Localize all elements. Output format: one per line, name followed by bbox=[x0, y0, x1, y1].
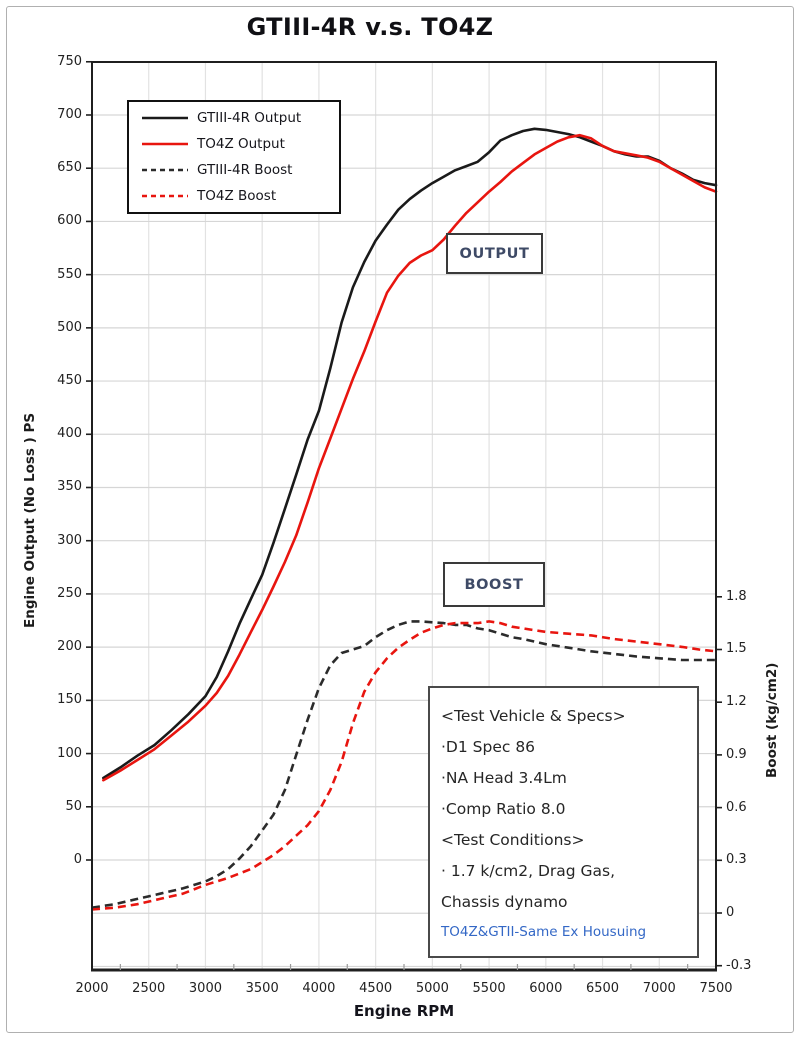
x-tick-label: 2500 bbox=[132, 981, 166, 996]
series-gtiii-4r-output bbox=[102, 127, 718, 780]
dashed-line-swatch-icon bbox=[142, 194, 188, 198]
legend-item: GTIII-4R Boost bbox=[129, 158, 339, 182]
right-tick-label: 1.2 bbox=[726, 694, 747, 710]
right-tick-label: 1.8 bbox=[726, 588, 747, 604]
spec-line: ·NA Head 3.4Lm bbox=[441, 769, 567, 787]
left-tick-label: 350 bbox=[57, 479, 82, 495]
left-tick-label: 300 bbox=[57, 532, 82, 548]
right-tick-label: -0.3 bbox=[726, 957, 752, 973]
left-tick-label: 750 bbox=[57, 53, 82, 69]
legend-item: TO4Z Boost bbox=[129, 184, 339, 208]
left-tick-label: 50 bbox=[65, 798, 82, 814]
x-tick-label: 7000 bbox=[642, 981, 676, 996]
x-tick-label: 6000 bbox=[529, 981, 563, 996]
left-tick-label: 0 bbox=[73, 852, 82, 867]
chart-title: GTIII-4R v.s. TO4Z bbox=[246, 13, 494, 41]
series-to4z-output bbox=[102, 133, 718, 782]
boost-annotation-box: BOOST bbox=[443, 562, 545, 607]
x-tick-label: 3000 bbox=[188, 981, 222, 996]
legend-label: TO4Z Output bbox=[197, 136, 285, 152]
legend-item: GTIII-4R Output bbox=[129, 106, 339, 130]
left-tick-label: 400 bbox=[57, 426, 82, 442]
left-tick-label: 500 bbox=[57, 319, 82, 335]
left-tick-label: 650 bbox=[57, 160, 82, 176]
series-to4z-boost bbox=[91, 620, 717, 911]
spec-line: ·Comp Ratio 8.0 bbox=[441, 800, 566, 818]
legend-label: TO4Z Boost bbox=[197, 188, 277, 204]
x-tick-label: 2000 bbox=[75, 981, 109, 996]
series-gtiii-4r-boost bbox=[91, 620, 716, 909]
legend-label: GTIII-4R Output bbox=[197, 110, 302, 126]
left-tick-label: 250 bbox=[57, 585, 82, 601]
right-tick-label: 0 bbox=[726, 905, 735, 920]
x-tick-label: 4500 bbox=[359, 981, 393, 996]
left-tick-label: 550 bbox=[57, 266, 82, 282]
x-axis-title: Engine RPM bbox=[353, 1002, 455, 1020]
x-tick-label: 5500 bbox=[472, 981, 506, 996]
solid-line-swatch-icon bbox=[142, 142, 188, 146]
left-tick-label: 600 bbox=[57, 213, 82, 229]
left-tick-label: 100 bbox=[57, 745, 82, 761]
left-tick-label: 450 bbox=[57, 373, 82, 389]
x-tick-label: 7500 bbox=[699, 981, 733, 996]
left-axis-title: Engine Output (No Loss ) PS bbox=[22, 412, 38, 628]
right-tick-label: 0.6 bbox=[726, 799, 747, 815]
left-tick-label: 700 bbox=[57, 106, 82, 122]
right-tick-label: 0.9 bbox=[726, 746, 747, 762]
right-tick-label: 0.3 bbox=[726, 852, 747, 868]
dashed-line-swatch-icon bbox=[142, 168, 188, 172]
test-specs-box: <Test Vehicle & Specs> ·D1 Spec 86 ·NA Hea… bbox=[428, 686, 699, 958]
spec-line: <Test Conditions> bbox=[441, 831, 585, 849]
x-tick-label: 4000 bbox=[302, 981, 336, 996]
output-annotation-box: OUTPUT bbox=[446, 233, 543, 274]
left-tick-label: 150 bbox=[57, 692, 82, 708]
x-tick-label: 6500 bbox=[585, 981, 620, 996]
spec-line: TO4Z&GTII-Same Ex Housuing bbox=[441, 924, 647, 940]
legend: GTIII-4R Output TO4Z Output GTIII-4R Boost… bbox=[127, 100, 341, 214]
right-axis-title: Boost (kg/cm2) bbox=[764, 662, 780, 778]
spec-line: · 1.7 k/cm2, Drag Gas, bbox=[441, 862, 616, 880]
left-tick-label: 200 bbox=[57, 639, 82, 655]
x-tick-label: 3500 bbox=[245, 981, 279, 996]
solid-line-swatch-icon bbox=[142, 116, 188, 120]
right-tick-label: 1.5 bbox=[726, 641, 747, 657]
spec-line: <Test Vehicle & Specs> bbox=[441, 707, 626, 725]
spec-line: Chassis dynamo bbox=[441, 893, 568, 911]
x-tick-label: 5000 bbox=[415, 981, 449, 996]
legend-item: TO4Z Output bbox=[129, 132, 339, 156]
legend-label: GTIII-4R Boost bbox=[197, 162, 293, 178]
spec-line: ·D1 Spec 86 bbox=[441, 738, 536, 756]
